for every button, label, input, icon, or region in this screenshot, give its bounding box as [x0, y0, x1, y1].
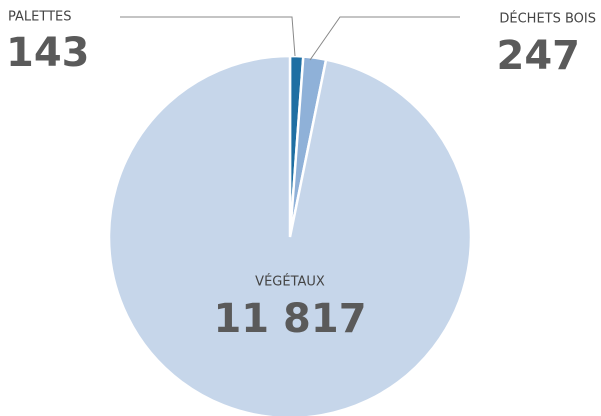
pie	[107, 54, 473, 416]
value-label: 11 817	[213, 296, 366, 342]
slice-label: DÉCHETS BOIS	[499, 11, 596, 27]
value-label: 247	[497, 33, 581, 79]
slice-label: VÉGÉTAUX	[255, 274, 325, 290]
slice-label: PALETTES	[8, 10, 71, 25]
pie-slice	[107, 54, 473, 416]
leader-line	[120, 16, 296, 57]
value-label: 143	[6, 30, 90, 76]
leader-line	[309, 16, 460, 61]
